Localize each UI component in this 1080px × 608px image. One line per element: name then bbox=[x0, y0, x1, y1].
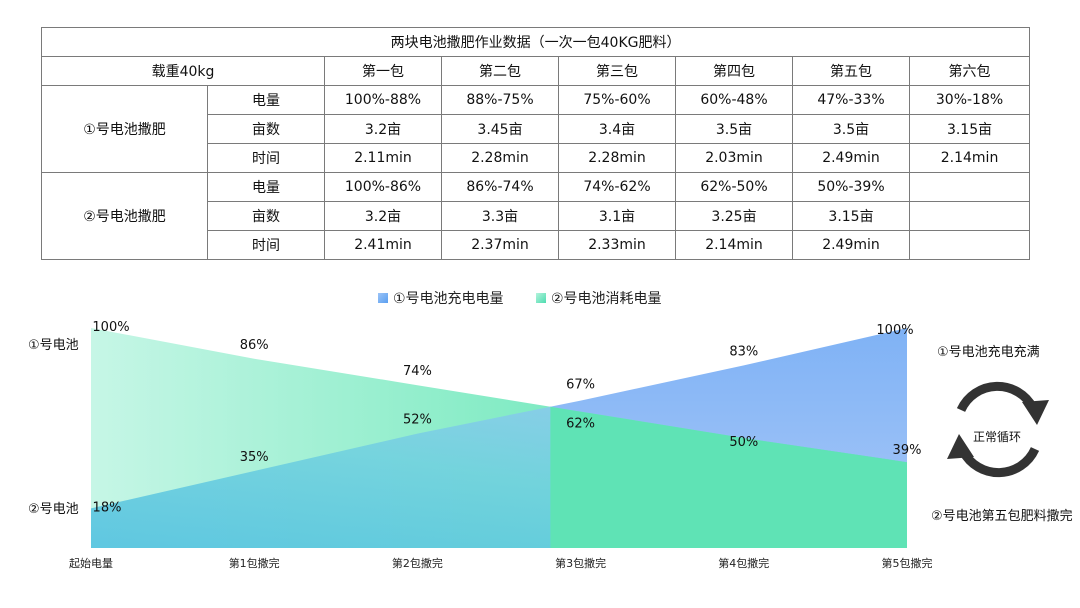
x-tick-label: 第3包撒完 bbox=[555, 556, 606, 570]
table-cell bbox=[908, 172, 1031, 202]
cycle-arrows-icon bbox=[947, 381, 1049, 478]
data-label-series-2: 100% bbox=[92, 320, 129, 335]
table-cell: 2.14min bbox=[908, 143, 1031, 173]
table-cell: 62%-50% bbox=[675, 172, 793, 202]
table-cell: 100%-86% bbox=[324, 172, 442, 202]
table-title: 两块电池撒肥作业数据（一次一包40KG肥料） bbox=[40, 27, 1031, 57]
cycle-label: 正常循环 bbox=[973, 430, 1021, 444]
table-cell: 3.15亩 bbox=[908, 114, 1031, 144]
table-cell: 86%-74% bbox=[441, 172, 559, 202]
data-table: 两块电池撒肥作业数据（一次一包40KG肥料） 载重40kg 第一包 第二包 第三… bbox=[40, 27, 1031, 260]
x-tick-label: 第5包撒完 bbox=[882, 556, 933, 570]
table-cell: 2.03min bbox=[675, 143, 793, 173]
group-name: ①号电池撒肥 bbox=[41, 85, 208, 173]
table-cell: 75%-60% bbox=[558, 85, 676, 115]
annotation-battery-2-done: ②号电池第五包肥料撒完 bbox=[931, 508, 1073, 524]
legend-label-series-2: ②号电池消耗电量 bbox=[551, 291, 662, 307]
column-header: 第二包 bbox=[441, 56, 559, 86]
table-cell: 3.3亩 bbox=[441, 201, 559, 231]
table-cell: 3.5亩 bbox=[792, 114, 910, 144]
data-label-series-1: 52% bbox=[403, 413, 432, 428]
data-label-series-1: 100% bbox=[876, 323, 913, 338]
data-label-series-2: 50% bbox=[729, 435, 758, 450]
table-cell: 3.15亩 bbox=[792, 201, 910, 231]
x-tick-label: 第4包撒完 bbox=[718, 556, 769, 570]
column-header: 第三包 bbox=[558, 56, 676, 86]
table-cell: 3.2亩 bbox=[324, 114, 442, 144]
table-header-row: 载重40kg 第一包 第二包 第三包 第四包 第五包 第六包 bbox=[41, 56, 1031, 86]
table-row: 时间 2.11min 2.28min 2.28min 2.03min 2.49min 2.1… bbox=[42, 143, 1031, 173]
x-tick-label: 第2包撒完 bbox=[392, 556, 443, 570]
table-cell: 100%-88% bbox=[324, 85, 442, 115]
data-label-series-2: 39% bbox=[893, 443, 922, 458]
table-cell: 3.45亩 bbox=[441, 114, 559, 144]
table-cell: 2.11min bbox=[324, 143, 442, 173]
table-cell bbox=[908, 201, 1031, 231]
annotation-battery-2: ②号电池 bbox=[28, 502, 79, 517]
table-cell: 88%-75% bbox=[441, 85, 559, 115]
table-cell: 2.37min bbox=[441, 230, 559, 260]
table-row: 亩数 3.2亩 3.45亩 3.4亩 3.5亩 3.5亩 3.15亩 bbox=[42, 114, 1031, 144]
column-header: 第一包 bbox=[324, 56, 442, 86]
table-cell: 47%-33% bbox=[792, 85, 910, 115]
data-label-series-1: 35% bbox=[240, 450, 269, 465]
table-row: 时间 2.41min 2.37min 2.33min 2.14min 2.49min bbox=[42, 230, 1031, 260]
area-chart: ①号电池充电电量 ②号电池消耗电量 18% 35% 52% 67% 83% 100% 100… bbox=[28, 291, 1073, 570]
data-label-series-1: 18% bbox=[93, 500, 122, 515]
row-label: 电量 bbox=[207, 85, 325, 115]
annotation-battery-1: ①号电池 bbox=[28, 338, 79, 353]
x-tick-label: 起始电量 bbox=[69, 556, 113, 570]
table-cell: 2.28min bbox=[558, 143, 676, 173]
legend-swatch-series-1 bbox=[378, 293, 388, 303]
table-row: 亩数 3.2亩 3.3亩 3.1亩 3.25亩 3.15亩 bbox=[42, 201, 1031, 231]
row-label: 电量 bbox=[207, 172, 325, 202]
x-tick-label: 第1包撒完 bbox=[229, 556, 280, 570]
data-label-series-1: 67% bbox=[566, 378, 595, 393]
data-label-series-2: 86% bbox=[240, 338, 269, 353]
legend-label-series-1: ①号电池充电电量 bbox=[393, 291, 504, 307]
table-cell: 2.33min bbox=[558, 230, 676, 260]
table-cell bbox=[908, 230, 1031, 260]
table-cell: 3.1亩 bbox=[558, 201, 676, 231]
table-cell: 2.49min bbox=[792, 230, 910, 260]
column-header: 第四包 bbox=[675, 56, 793, 86]
area-series-2-lower bbox=[550, 406, 907, 548]
annotation-battery-1-full: ①号电池充电充满 bbox=[937, 344, 1040, 360]
data-label-series-2: 62% bbox=[566, 417, 595, 432]
table-row: ②号电池撒肥 电量 100%-86% 86%-74% 74%-62% 62%-50% 50%… bbox=[41, 172, 1031, 260]
data-label-series-2: 74% bbox=[403, 364, 432, 379]
table-cell: 3.2亩 bbox=[324, 201, 442, 231]
load-label: 载重40kg bbox=[41, 56, 325, 86]
table-row: ①号电池撒肥 电量 100%-88% 88%-75% 75%-60% 60%-48% 47%… bbox=[41, 85, 1031, 173]
table-cell: 2.14min bbox=[675, 230, 793, 260]
row-label: 时间 bbox=[207, 143, 325, 173]
table-cell: 74%-62% bbox=[558, 172, 676, 202]
row-label: 亩数 bbox=[207, 114, 325, 144]
table-cell: 50%-39% bbox=[792, 172, 910, 202]
column-header: 第五包 bbox=[792, 56, 910, 86]
row-label: 时间 bbox=[207, 230, 325, 260]
data-label-series-1: 83% bbox=[729, 344, 758, 359]
table-cell: 30%-18% bbox=[908, 85, 1031, 115]
group-name: ②号电池撒肥 bbox=[41, 172, 208, 260]
column-header: 第六包 bbox=[908, 56, 1031, 86]
table-cell: 2.49min bbox=[792, 143, 910, 173]
legend-swatch-series-2 bbox=[536, 293, 546, 303]
table-cell: 3.5亩 bbox=[675, 114, 793, 144]
table-cell: 2.41min bbox=[324, 230, 442, 260]
row-label: 亩数 bbox=[207, 201, 325, 231]
table-cell: 3.4亩 bbox=[558, 114, 676, 144]
table-cell: 60%-48% bbox=[675, 85, 793, 115]
table-cell: 2.28min bbox=[441, 143, 559, 173]
legend: ①号电池充电电量 ②号电池消耗电量 bbox=[378, 291, 662, 307]
table-cell: 3.25亩 bbox=[675, 201, 793, 231]
